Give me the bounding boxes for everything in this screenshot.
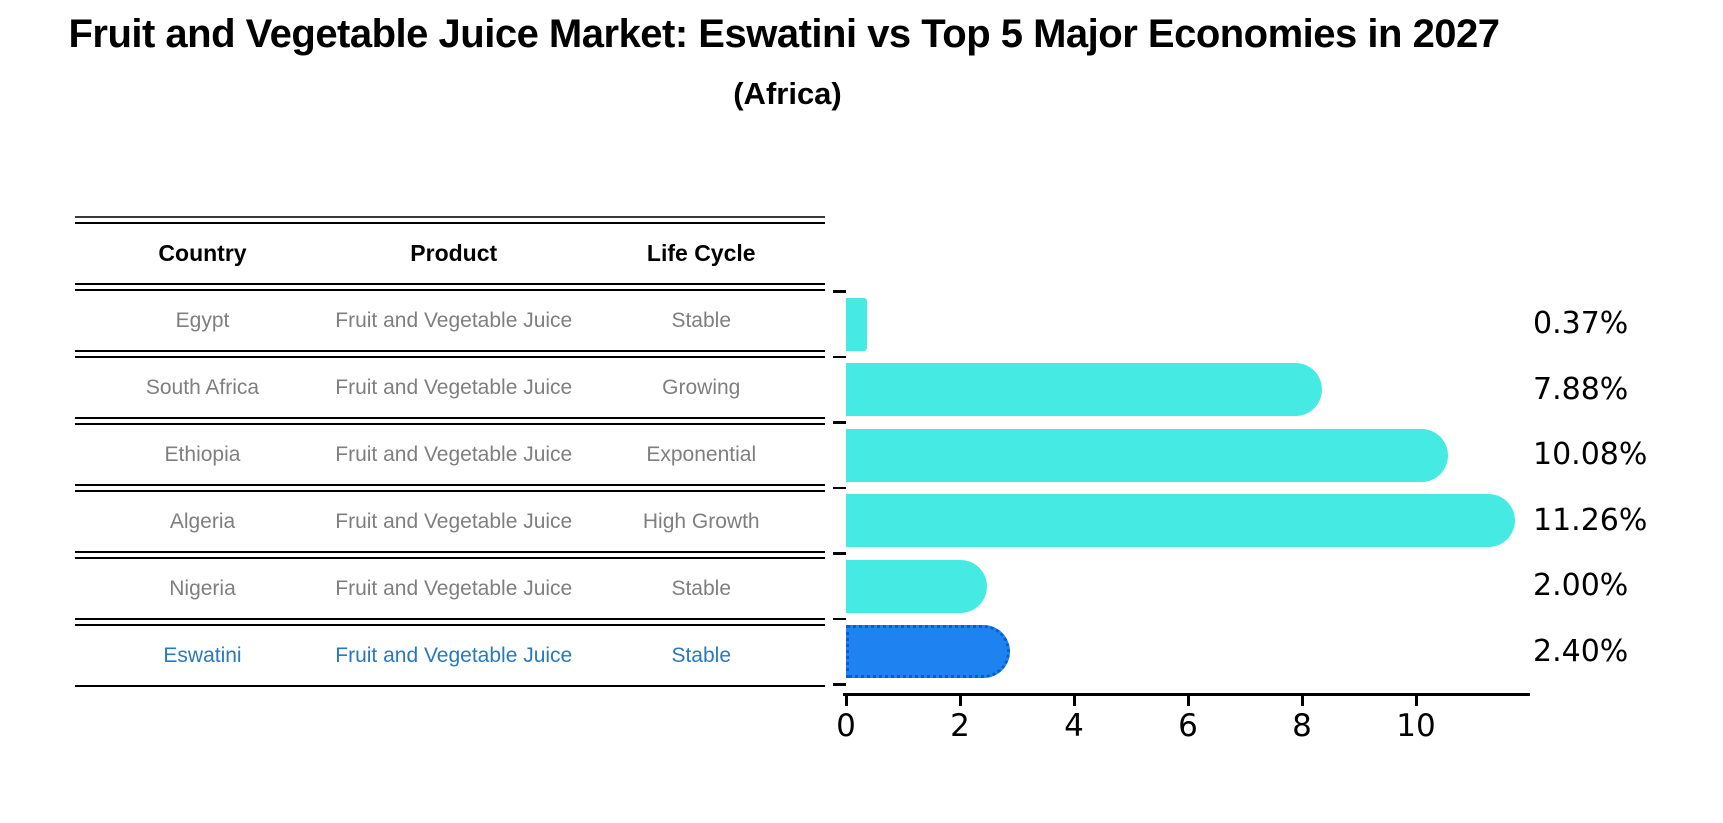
cell-product: Fruit and Vegetable Juice bbox=[335, 442, 573, 466]
cell-product: Fruit and Vegetable Juice bbox=[335, 509, 573, 533]
cell-product: Fruit and Vegetable Juice bbox=[335, 308, 573, 332]
y-tick-mark-4 bbox=[833, 552, 846, 555]
bar-nigeria bbox=[846, 559, 987, 613]
x-tick-mark-4 bbox=[1072, 693, 1076, 706]
bar-eswatini bbox=[846, 625, 1010, 678]
y-tick-mark-6 bbox=[833, 683, 846, 686]
bar-algeria bbox=[846, 494, 1515, 547]
table-body: Egypt Fruit and Vegetable Juice Stable Sout… bbox=[75, 289, 825, 687]
x-tick-label-0: 0 bbox=[836, 708, 856, 744]
cell-product: Fruit and Vegetable Juice bbox=[335, 576, 573, 600]
y-tick-mark-1 bbox=[833, 355, 846, 358]
cell-country: Ethiopia bbox=[164, 442, 241, 466]
cell-country: Eswatini bbox=[163, 643, 242, 667]
table-header-country: Country bbox=[158, 240, 247, 266]
table-header-life-cycle: Life Cycle bbox=[646, 240, 756, 266]
country-table: Country Product Life Cycle Egypt Fruit an… bbox=[75, 222, 825, 691]
x-tick-label-6: 6 bbox=[1178, 708, 1198, 744]
x-tick-label-2: 2 bbox=[950, 708, 970, 744]
value-label-south-africa: 7.88% bbox=[1533, 371, 1629, 407]
x-tick-mark-10 bbox=[1414, 693, 1418, 706]
value-label-algeria: 11.26% bbox=[1533, 502, 1648, 538]
table-header-row: Country Product Life Cycle bbox=[75, 222, 825, 285]
y-tick-mark-5 bbox=[833, 617, 846, 620]
chart-title: Fruit and Vegetable Juice Market: Eswati… bbox=[68, 12, 1500, 56]
table-row-ethiopia: Ethiopia Fruit and Vegetable Juice Exponen… bbox=[75, 423, 825, 486]
bar-egypt bbox=[846, 297, 868, 351]
value-label-ethiopia: 10.08% bbox=[1533, 437, 1648, 472]
x-tick-label-10: 10 bbox=[1396, 708, 1436, 744]
x-tick-mark-8 bbox=[1300, 693, 1304, 706]
table-row-south-africa: South Africa Fruit and Vegetable Juice Gro… bbox=[75, 356, 825, 419]
x-tick-mark-2 bbox=[958, 693, 962, 706]
y-tick-mark-3 bbox=[833, 486, 846, 489]
value-label-nigeria: 2.00% bbox=[1533, 568, 1629, 603]
cell-life-cycle: Growing bbox=[662, 375, 741, 399]
table-row-algeria: Algeria Fruit and Vegetable Juice High Gro… bbox=[75, 490, 825, 553]
bar-ethiopia bbox=[846, 428, 1448, 482]
table-header-product: Product bbox=[410, 240, 498, 266]
cell-life-cycle: Stable bbox=[671, 643, 732, 667]
value-label-egypt: 0.37% bbox=[1533, 306, 1629, 341]
chart-subtitle: (Africa) bbox=[733, 76, 842, 111]
value-label-eswatini: 2.40% bbox=[1533, 633, 1629, 669]
y-tick-mark-2 bbox=[833, 421, 846, 424]
cell-country: Algeria bbox=[169, 509, 236, 533]
table-row-egypt: Egypt Fruit and Vegetable Juice Stable bbox=[75, 289, 825, 352]
cell-country: South Africa bbox=[145, 375, 260, 399]
cell-life-cycle: Stable bbox=[671, 308, 732, 332]
cell-product: Fruit and Vegetable Juice bbox=[335, 375, 573, 399]
x-tick-mark-6 bbox=[1186, 693, 1190, 706]
y-tick-mark-0 bbox=[833, 290, 846, 293]
table-row-eswatini: Eswatini Fruit and Vegetable Juice Stable bbox=[75, 624, 825, 687]
table-row-nigeria: Nigeria Fruit and Vegetable Juice Stable bbox=[75, 557, 825, 620]
cell-life-cycle: Stable bbox=[671, 576, 732, 600]
cell-life-cycle: High Growth bbox=[642, 509, 760, 533]
cell-life-cycle: Exponential bbox=[646, 442, 757, 466]
x-tick-mark-0 bbox=[844, 693, 848, 706]
table-top-rule bbox=[75, 216, 825, 218]
x-tick-label-8: 8 bbox=[1292, 708, 1312, 744]
cell-product: Fruit and Vegetable Juice bbox=[335, 643, 573, 667]
cell-country: Egypt bbox=[175, 308, 230, 332]
bar-south-africa bbox=[846, 363, 1323, 416]
x-tick-label-4: 4 bbox=[1064, 708, 1084, 744]
cell-country: Nigeria bbox=[169, 576, 236, 600]
